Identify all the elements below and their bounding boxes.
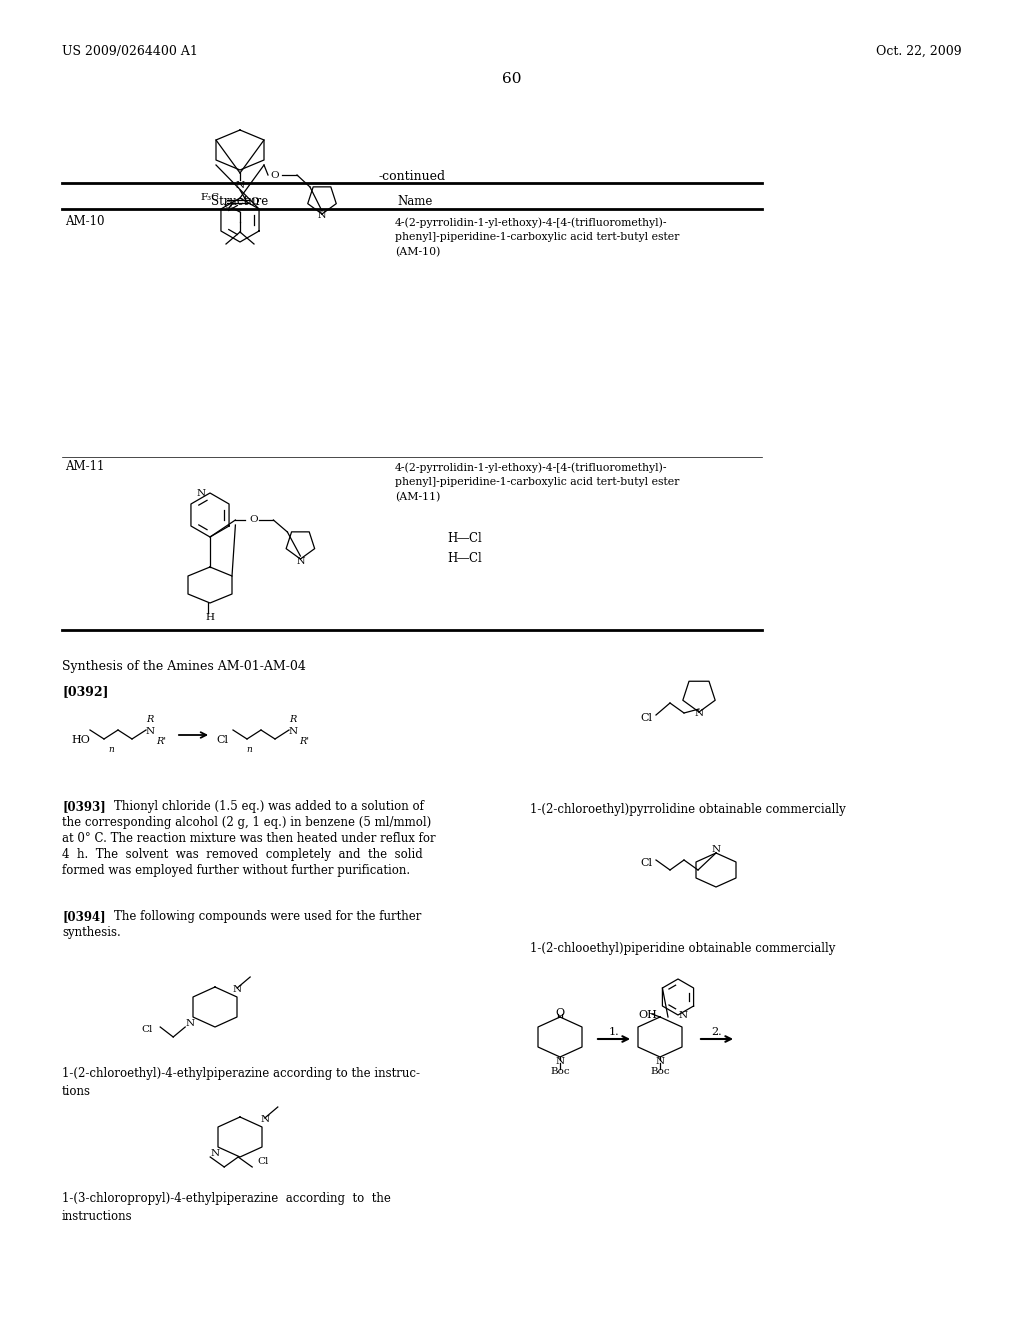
Text: Cl: Cl [141,1024,153,1034]
Text: N: N [211,1150,220,1159]
Text: Boc: Boc [550,1067,569,1076]
Text: Boc: Boc [650,1067,670,1076]
Text: N: N [232,986,242,994]
Text: n: n [246,746,252,755]
Text: N: N [694,710,703,718]
Text: N: N [145,727,155,737]
Text: Cl: Cl [640,858,652,869]
Text: 4-(2-pyrrolidin-1-yl-ethoxy)-4-[4-(trifluoromethyl)-
phenyl]-piperidine-1-carbox: 4-(2-pyrrolidin-1-yl-ethoxy)-4-[4-(trifl… [395,462,679,502]
Text: O: O [270,170,280,180]
Text: Oct. 22, 2009: Oct. 22, 2009 [877,45,962,58]
Text: R': R' [299,738,309,747]
Text: N: N [679,1011,687,1019]
Text: N: N [317,211,327,220]
Text: AM-11: AM-11 [65,459,104,473]
Text: O: O [223,202,232,210]
Text: at 0° C. The reaction mixture was then heated under reflux for: at 0° C. The reaction mixture was then h… [62,832,435,845]
Text: N: N [289,727,298,737]
Text: H―Cl: H―Cl [447,552,481,565]
Text: synthesis.: synthesis. [62,927,121,939]
Text: H―Cl: H―Cl [447,532,481,545]
Text: 2.: 2. [712,1027,722,1038]
Text: n: n [108,746,114,755]
Text: [0392]: [0392] [62,685,109,698]
Text: F₃C: F₃C [201,194,220,202]
Text: Name: Name [397,195,432,209]
Text: Thionyl chloride (1.5 eq.) was added to a solution of: Thionyl chloride (1.5 eq.) was added to … [114,800,424,813]
Text: Synthesis of the Amines AM-01-AM-04: Synthesis of the Amines AM-01-AM-04 [62,660,306,673]
Text: N: N [197,488,206,498]
Text: HO: HO [71,735,90,744]
Text: 4  h.  The  solvent  was  removed  completely  and  the  solid: 4 h. The solvent was removed completely … [62,847,423,861]
Text: N: N [185,1019,195,1028]
Text: N: N [296,557,305,565]
Text: Cl: Cl [640,713,652,723]
Text: The following compounds were used for the further: The following compounds were used for th… [114,909,421,923]
Text: [0394]: [0394] [62,909,105,923]
Text: R: R [146,715,154,725]
Text: US 2009/0264400 A1: US 2009/0264400 A1 [62,45,198,58]
Text: 1-(2-chloroethyl)pyrrolidine obtainable commercially: 1-(2-chloroethyl)pyrrolidine obtainable … [530,803,846,816]
Text: [0393]: [0393] [62,800,105,813]
Text: N: N [236,181,245,190]
Text: N: N [555,1056,564,1065]
Text: 1-(3-chloropropyl)-4-ethylpiperazine  according  to  the
instructions: 1-(3-chloropropyl)-4-ethylpiperazine acc… [62,1192,391,1224]
Text: N: N [655,1056,665,1065]
Text: H: H [206,614,214,623]
Text: O: O [555,1008,564,1018]
Text: R: R [290,715,297,725]
Text: 1-(2-chlooethyl)piperidine obtainable commercially: 1-(2-chlooethyl)piperidine obtainable co… [530,942,836,954]
Text: 60: 60 [502,73,522,86]
Text: 1-(2-chloroethyl)-4-ethylpiperazine according to the instruc-
tions: 1-(2-chloroethyl)-4-ethylpiperazine acco… [62,1067,420,1098]
Text: formed was employed further without further purification.: formed was employed further without furt… [62,865,411,876]
Text: N: N [712,846,721,854]
Text: 4-(2-pyrrolidin-1-yl-ethoxy)-4-[4-(trifluoromethyl)-
phenyl]-piperidine-1-carbox: 4-(2-pyrrolidin-1-yl-ethoxy)-4-[4-(trifl… [395,216,679,257]
Text: -continued: -continued [379,170,445,183]
Text: the corresponding alcohol (2 g, 1 eq.) in benzene (5 ml/mmol): the corresponding alcohol (2 g, 1 eq.) i… [62,816,431,829]
Text: O: O [249,516,258,524]
Text: R': R' [156,738,166,747]
Text: O: O [251,197,259,206]
Text: Structure: Structure [211,195,268,209]
Text: N: N [260,1115,269,1125]
Text: Cl: Cl [257,1158,268,1167]
Text: OH: OH [639,1010,657,1020]
Text: Cl: Cl [216,735,228,744]
Text: AM-10: AM-10 [65,215,104,228]
Text: 1.: 1. [608,1027,620,1038]
